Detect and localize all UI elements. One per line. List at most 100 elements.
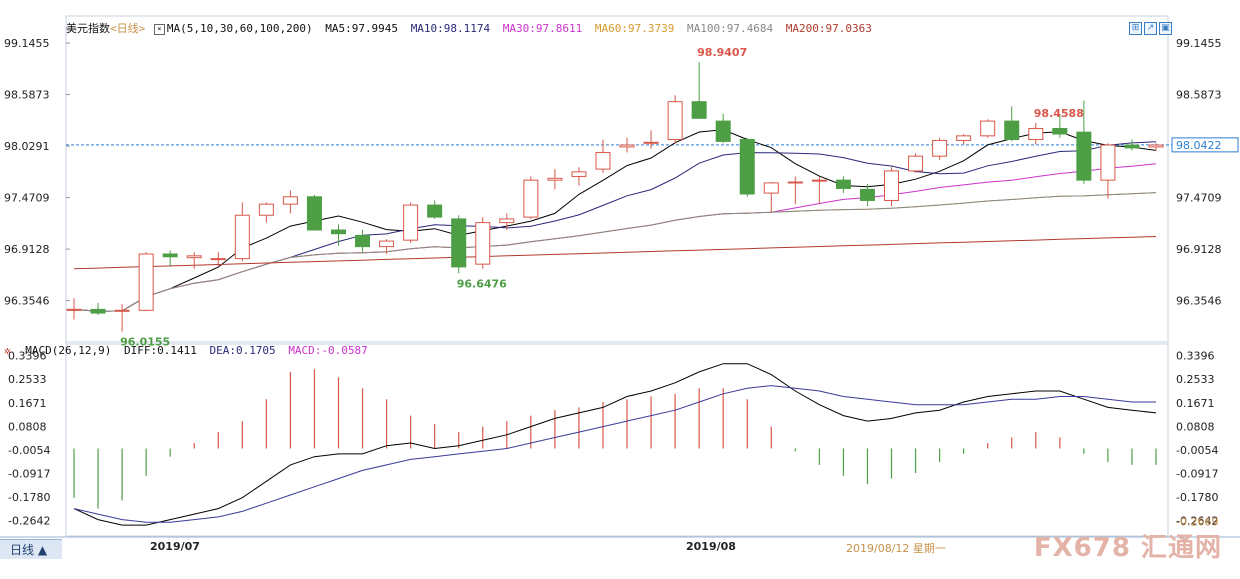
ma-toggle-icon[interactable]: × bbox=[153, 23, 165, 35]
candle bbox=[667, 95, 683, 145]
candle bbox=[980, 119, 996, 138]
candle-body bbox=[811, 179, 827, 182]
candle bbox=[1052, 115, 1068, 138]
ma200-value: MA200:97.0363 bbox=[785, 22, 872, 35]
candle bbox=[475, 217, 491, 269]
candle-body bbox=[547, 177, 563, 181]
candle bbox=[210, 252, 226, 267]
candle bbox=[1100, 143, 1116, 199]
price-tick-label-right: 97.4709 bbox=[1176, 192, 1222, 205]
price-tick-label-right: 98.5873 bbox=[1176, 89, 1222, 102]
candle bbox=[595, 139, 611, 173]
candle-body bbox=[1148, 144, 1164, 148]
candle bbox=[859, 183, 875, 206]
candle-body bbox=[306, 196, 322, 231]
expand-icon[interactable]: ⊞ bbox=[1129, 22, 1142, 35]
candle-body bbox=[66, 308, 82, 311]
candle-body bbox=[643, 141, 659, 144]
candle bbox=[162, 250, 178, 267]
export-icon[interactable]: ↗ bbox=[1144, 22, 1157, 35]
macd-params: MACD(26,12,9) bbox=[25, 344, 112, 357]
candle bbox=[234, 202, 250, 262]
candle bbox=[1076, 100, 1092, 184]
dea-value: DEA:0.1705 bbox=[209, 344, 276, 357]
macd-tick-label-left: 0.0808 bbox=[8, 420, 47, 433]
candle-body bbox=[715, 120, 731, 142]
ma100-value: MA100:97.4684 bbox=[687, 22, 774, 35]
candle-body bbox=[787, 181, 803, 184]
macd-tick-label-left: 0.2533 bbox=[8, 373, 47, 386]
candle-body bbox=[956, 135, 972, 141]
candle bbox=[908, 153, 924, 173]
price-tick-label-left: 99.1455 bbox=[4, 37, 50, 50]
candle bbox=[138, 252, 154, 312]
diff-line bbox=[73, 363, 1157, 526]
macd-tick-label-right: -0.2642 bbox=[1176, 515, 1218, 528]
candle-body bbox=[282, 196, 298, 205]
candle-body bbox=[884, 170, 900, 201]
ma10-value: MA10:98.1174 bbox=[410, 22, 491, 35]
settings-icon[interactable]: ✲ bbox=[4, 344, 11, 357]
candle-body bbox=[1004, 120, 1020, 141]
macd-header: ✲ MACD(26,12,9) DIFF:0.1411 DEA:0.1705 M… bbox=[4, 344, 374, 357]
candle bbox=[427, 200, 443, 219]
macd-tick-label-right: -0.0054 bbox=[1176, 444, 1218, 457]
candle bbox=[763, 182, 779, 212]
macd-tick-label-right: 0.1671 bbox=[1176, 397, 1215, 410]
candle-body bbox=[619, 144, 635, 148]
ma100-line bbox=[73, 192, 1157, 312]
candle-body bbox=[571, 171, 587, 177]
candle-body bbox=[1052, 127, 1068, 135]
current-price-label: 98.0422 bbox=[1176, 139, 1222, 152]
current-price-tag bbox=[1171, 137, 1239, 153]
macd-value: MACD:-0.0587 bbox=[288, 344, 368, 357]
candle bbox=[884, 167, 900, 206]
candle-body bbox=[138, 253, 154, 311]
candle bbox=[499, 213, 515, 230]
candle-body bbox=[403, 204, 419, 241]
candle bbox=[523, 176, 539, 219]
price-tick-label-left: 98.5873 bbox=[4, 89, 50, 102]
candle-body bbox=[162, 253, 178, 258]
period-label[interactable]: <日线> bbox=[110, 22, 146, 35]
candle bbox=[932, 137, 948, 160]
price-annotations: 98.9407 98.4588 96.6476 96.0155 bbox=[120, 46, 1084, 349]
dea-line bbox=[73, 385, 1156, 523]
candle bbox=[114, 303, 130, 332]
instrument-name: 美元指数 bbox=[66, 22, 110, 35]
candle bbox=[547, 169, 563, 190]
fullscreen-icon[interactable]: ▣ bbox=[1159, 22, 1172, 35]
candle-body bbox=[1124, 144, 1140, 149]
candle-body bbox=[114, 309, 130, 312]
candle bbox=[619, 137, 635, 153]
candle bbox=[835, 176, 851, 194]
candle bbox=[282, 190, 298, 214]
candle bbox=[66, 298, 82, 320]
macd-tick-label-right: -0.1780 bbox=[1176, 491, 1218, 504]
month-label-jul: 2019/07 bbox=[150, 540, 200, 553]
candle bbox=[1148, 143, 1164, 151]
candlestick-series bbox=[66, 62, 1164, 332]
candle-body bbox=[499, 218, 515, 224]
price-tick-label-right: 99.1455 bbox=[1176, 37, 1222, 50]
candle bbox=[956, 134, 972, 145]
candle-body bbox=[739, 139, 755, 195]
period-tab[interactable]: 日线 ▲ bbox=[0, 539, 62, 559]
price-tick-label-right: 96.3546 bbox=[1176, 295, 1222, 308]
macd-lines bbox=[73, 363, 1157, 526]
candle-body bbox=[1028, 127, 1044, 141]
candle bbox=[811, 176, 827, 205]
candle-body bbox=[355, 235, 371, 248]
price-panel-frame bbox=[65, 15, 1169, 345]
candle-body bbox=[258, 203, 274, 216]
candle-body bbox=[595, 151, 611, 170]
candle-body bbox=[691, 101, 707, 119]
candle bbox=[403, 202, 419, 243]
candle-body bbox=[859, 188, 875, 201]
candle bbox=[787, 176, 803, 205]
candle bbox=[571, 167, 587, 186]
macd-tick-label-left: -0.0917 bbox=[8, 468, 50, 481]
price-annotation: 98.4588 bbox=[1034, 107, 1084, 120]
price-annotation: 96.6476 bbox=[457, 277, 507, 290]
